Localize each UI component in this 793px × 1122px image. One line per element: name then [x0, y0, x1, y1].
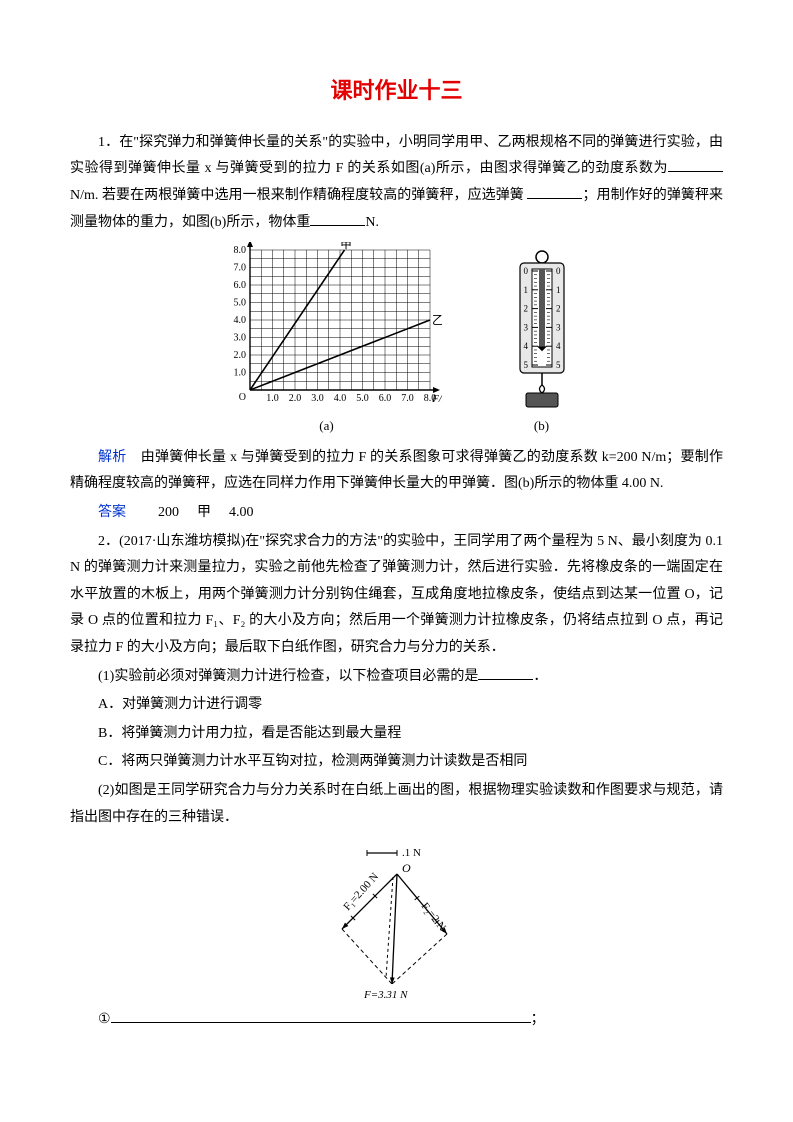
svg-text:1.0: 1.0	[266, 393, 279, 404]
svg-text:6.0: 6.0	[233, 280, 246, 291]
svg-text:2.0: 2.0	[288, 393, 301, 404]
svg-text:甲: 甲	[340, 242, 352, 251]
svg-text:3: 3	[556, 323, 561, 333]
q2-fill1-blank	[111, 1008, 531, 1023]
vector-diagram: .1 N O F₁=2.00 N F₂=2 N F=3.31 N	[307, 839, 487, 999]
q1-scale-col: 0 0 1 1 2 2 3 3 4 4 5 5 (b)	[502, 247, 582, 439]
q2-fill-1: ①；	[70, 1007, 723, 1034]
svg-text:O: O	[402, 861, 411, 875]
q1-blank-1	[668, 157, 723, 172]
q1-chart-col: 1.0 2.0 3.0 4.0 5.0 6.0 7.0 8.0 1.0 2.0 3.0 4.0 5.0 6…	[212, 242, 442, 439]
svg-text:1.0: 1.0	[233, 368, 246, 379]
svg-text:F₁=2.00 N: F₁=2.00 N	[341, 871, 381, 913]
svg-text:4.0: 4.0	[233, 315, 246, 326]
q1-analysis: 解析 由弹簧伸长量 x 与弹簧受到的拉力 F 的关系图象可求得弹簧乙的劲度系数 …	[70, 445, 723, 498]
svg-text:5.0: 5.0	[233, 298, 246, 309]
svg-text:5: 5	[523, 360, 528, 370]
q1-analysis-text: 由弹簧伸长量 x 与弹簧受到的拉力 F 的关系图象可求得弹簧乙的劲度系数 k=2…	[70, 450, 723, 492]
q2-sub2: (2)如图是王同学研究合力与分力关系时在白纸上画出的图，根据物理实验读数和作图要…	[70, 778, 723, 831]
q1-blank-3	[310, 211, 365, 226]
fill1-suffix: ；	[531, 1012, 545, 1027]
spring-scale-icon: 0 0 1 1 2 2 3 3 4 4 5 5	[502, 247, 582, 412]
q2-option-a: A．对弹簧测力计进行调零	[70, 692, 723, 719]
chart-a: 1.0 2.0 3.0 4.0 5.0 6.0 7.0 8.0 1.0 2.0 3.0 4.0 5.0 6…	[212, 242, 442, 412]
q2-diagram-wrap: .1 N O F₁=2.00 N F₂=2 N F=3.31 N	[70, 839, 723, 999]
svg-text:2: 2	[556, 304, 561, 314]
fill1-prefix: ①	[98, 1012, 111, 1027]
jiexi-label: 解析	[98, 450, 127, 465]
svg-text:.1 N: .1 N	[402, 847, 421, 859]
svg-text:6.0: 6.0	[378, 393, 391, 404]
q1-blank-2	[527, 184, 582, 199]
svg-text:2: 2	[523, 304, 528, 314]
q2-option-c: C．将两只弹簧测力计水平互钩对拉，检测两弹簧测力计读数是否相同	[70, 749, 723, 776]
q2-option-b: B．将弹簧测力计用力拉，看是否能达到最大量程	[70, 721, 723, 748]
svg-text:O: O	[238, 392, 245, 403]
svg-text:4: 4	[523, 341, 528, 351]
svg-text:2.0: 2.0	[233, 350, 246, 361]
svg-text:5: 5	[556, 360, 561, 370]
q1-figure-row: 1.0 2.0 3.0 4.0 5.0 6.0 7.0 8.0 1.0 2.0 3.0 4.0 5.0 6…	[70, 242, 723, 439]
q2-sub1-tail: ．	[533, 669, 547, 684]
svg-text:0: 0	[523, 266, 528, 276]
page: 课时作业十三 1．在"探究弹力和弹簧伸长量的关系"的实验中，小明同学用甲、乙两根…	[0, 0, 793, 1122]
daan-label: 答案	[98, 505, 126, 520]
svg-text:4: 4	[556, 341, 561, 351]
caption-a: (a)	[319, 414, 333, 439]
svg-text:F₂=2 N: F₂=2 N	[418, 901, 447, 934]
svg-text:5.0: 5.0	[356, 393, 369, 404]
q2-sub1-blank	[478, 665, 533, 680]
q2-sub1: (1)实验前必须对弹簧测力计进行检查，以下检查项目必需的是 ．	[70, 664, 723, 691]
svg-text:3: 3	[523, 323, 528, 333]
q1-text-1: 1．在"探究弹力和弹簧伸长量的关系"的实验中，小明同学用甲、乙两根规格不同的弹簧…	[70, 135, 723, 177]
q2-sub1-text: (1)实验前必须对弹簧测力计进行检查，以下检查项目必需的是	[98, 669, 478, 684]
svg-text:7.0: 7.0	[401, 393, 414, 404]
svg-text:1: 1	[523, 285, 528, 295]
svg-text:F/N: F/N	[431, 393, 442, 405]
svg-text:1: 1	[556, 285, 561, 295]
svg-text:3.0: 3.0	[311, 393, 324, 404]
svg-text:3.0: 3.0	[233, 333, 246, 344]
q2-paragraph: 2．(2017·山东潍坊模拟)在"探究求合力的方法"的实验中，王同学用了两个量程…	[70, 529, 723, 662]
q1-unit-2: N.	[365, 215, 379, 230]
q1-ans3: 4.00	[229, 505, 254, 520]
svg-text:7.0: 7.0	[233, 263, 246, 274]
svg-text:0: 0	[556, 266, 561, 276]
svg-text:8.0: 8.0	[233, 245, 246, 256]
q1-ans2: 甲	[197, 505, 211, 520]
q1-answer-row: 答案 200 甲 4.00	[70, 500, 723, 527]
q1-paragraph: 1．在"探究弹力和弹簧伸长量的关系"的实验中，小明同学用甲、乙两根规格不同的弹簧…	[70, 130, 723, 236]
svg-text:4.0: 4.0	[333, 393, 346, 404]
caption-b: (b)	[534, 414, 549, 439]
svg-text:x/cm: x/cm	[253, 242, 275, 245]
svg-text:乙: 乙	[432, 313, 442, 327]
q1-ans1: 200	[158, 505, 179, 520]
q1-unit-1: N/m. 若要在两根弹簧中选用一根来制作精确程度较高的弹簧秤，应选弹簧	[70, 188, 524, 203]
page-title: 课时作业十三	[70, 70, 723, 112]
svg-text:F=3.31 N: F=3.31 N	[363, 989, 408, 999]
